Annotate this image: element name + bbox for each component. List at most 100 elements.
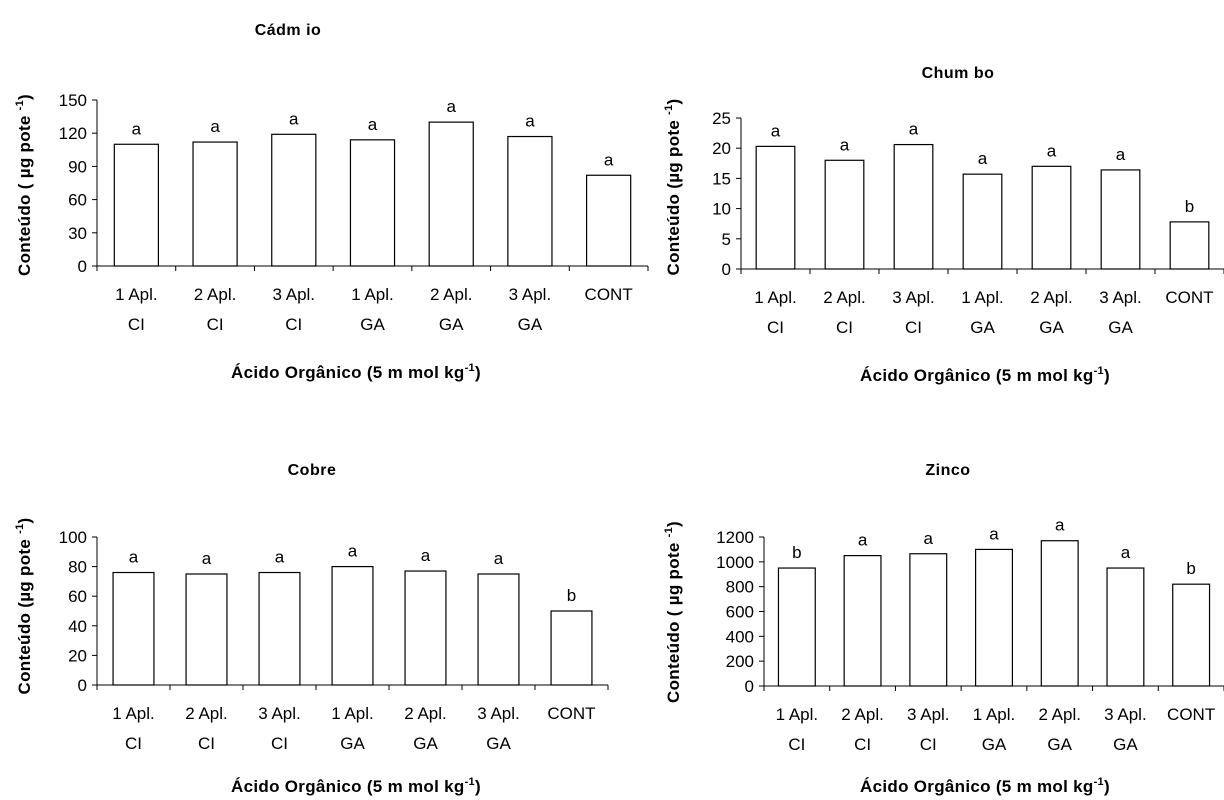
x-tick-label: 2 Apl. — [823, 288, 866, 307]
y-tick-label: 60 — [68, 191, 87, 210]
x-tick-label: 2 Apl. — [841, 705, 884, 724]
chart-panel-chumbo: Chum bo Conteúdo (µg pote -1) 0 5 10 15 20 25… — [663, 65, 1224, 385]
x-tick-label: 2 Apl. — [1030, 288, 1073, 307]
x-tick-label: 3 Apl. — [907, 705, 950, 724]
significance-letter: a — [368, 115, 378, 134]
bar — [550, 610, 593, 686]
significance-letter: a — [132, 119, 142, 138]
x-tick-label-line2: GA — [413, 734, 438, 753]
x-tick-label: 2 Apl. — [430, 285, 473, 304]
x-tick-label: CONT — [585, 285, 633, 304]
x-axis-label: Ácido Orgânico (5 m mol kg-1) — [231, 776, 481, 796]
bar — [404, 570, 447, 686]
bar — [271, 133, 317, 267]
x-tick-label-line2: GA — [982, 735, 1007, 754]
y-tick-label: 400 — [726, 627, 754, 646]
significance-letter: a — [421, 546, 431, 565]
y-tick-label: 800 — [726, 578, 754, 597]
bar — [185, 573, 228, 686]
chart-panel-zinco: Zinco Conteúdo ( µg pote -1) 0 200 400 600 8… — [663, 462, 1224, 796]
bar — [909, 553, 948, 687]
chart-title: Chum bo — [922, 65, 995, 82]
significance-letter: a — [924, 529, 934, 548]
significance-letter: a — [858, 531, 868, 550]
significance-letter: a — [210, 117, 220, 136]
x-tick-label: 3 Apl. — [892, 288, 935, 307]
significance-letter: b — [792, 543, 801, 562]
x-tick-label-line2: GA — [486, 734, 511, 753]
x-tick-label-line2: CI — [207, 315, 224, 334]
x-tick-label: 2 Apl. — [194, 285, 237, 304]
x-tick-label: CONT — [1167, 705, 1215, 724]
x-tick-label-line2: CI — [920, 735, 937, 754]
x-tick-label: 1 Apl. — [973, 705, 1016, 724]
x-tick-label-line2: CI — [905, 318, 922, 337]
bar — [1031, 165, 1072, 270]
x-tick-label: 1 Apl. — [754, 288, 797, 307]
y-tick-label: 20 — [68, 646, 87, 665]
significance-letter: a — [494, 549, 504, 568]
x-tick-label-line2: CI — [128, 315, 145, 334]
y-tick-label: 600 — [726, 603, 754, 622]
x-tick-label-line2: CI — [271, 734, 288, 753]
y-tick-label: 0 — [745, 677, 754, 696]
bar — [331, 565, 374, 686]
y-tick-label: 60 — [68, 587, 87, 606]
y-tick-label: 0 — [78, 676, 87, 695]
chart-panel-cobre: Cobre Conteúdo (µg pote -1) 0 20 40 60 80 100… — [14, 462, 609, 796]
bar — [192, 141, 238, 267]
chart-title: Cobre — [288, 462, 337, 479]
y-tick-label: 150 — [59, 91, 87, 110]
y-tick-label: 40 — [68, 617, 87, 636]
y-axis-label: Conteúdo ( µg pote -1) — [663, 521, 683, 703]
y-tick-label: 200 — [726, 652, 754, 671]
bar — [1040, 540, 1079, 687]
bar — [112, 571, 155, 686]
x-axis-label: Ácido Orgânico (5 m mol kg-1) — [231, 362, 481, 382]
y-axis-label: Conteúdo (µg pote -1) — [14, 518, 34, 695]
x-tick-label: 1 Apl. — [331, 704, 374, 723]
x-axis-label: Ácido Orgânico (5 m mol kg-1) — [860, 365, 1110, 385]
bar — [1106, 567, 1145, 687]
x-tick-label-line2: GA — [1039, 318, 1064, 337]
x-tick-label: 3 Apl. — [1099, 288, 1142, 307]
y-tick-label: 120 — [59, 124, 87, 143]
x-tick-label-line2: CI — [198, 734, 215, 753]
significance-letter: a — [1047, 141, 1057, 160]
x-tick-label: CONT — [1165, 288, 1213, 307]
x-tick-label: 2 Apl. — [185, 704, 228, 723]
x-tick-label-line2: CI — [854, 735, 871, 754]
y-tick-label: 90 — [68, 157, 87, 176]
x-tick-label-line2: GA — [1108, 318, 1133, 337]
bar — [507, 135, 553, 267]
y-tick-label: 5 — [722, 230, 731, 249]
significance-letter: a — [1116, 145, 1126, 164]
y-tick-label: 10 — [712, 200, 731, 219]
x-tick-label-line2: GA — [439, 315, 464, 334]
y-tick-label: 0 — [78, 257, 87, 276]
x-tick-label: CONT — [547, 704, 595, 723]
bar — [1169, 221, 1210, 270]
bar — [755, 145, 796, 270]
bar — [113, 143, 159, 267]
y-tick-label: 100 — [59, 528, 87, 547]
bar — [1100, 169, 1141, 270]
significance-letter: a — [604, 150, 614, 169]
significance-letter: a — [129, 548, 139, 567]
significance-letter: a — [840, 135, 850, 154]
x-tick-label-line2: CI — [767, 318, 784, 337]
bar — [258, 571, 301, 686]
x-tick-label: 3 Apl. — [477, 704, 520, 723]
x-tick-label: 1 Apl. — [351, 285, 394, 304]
y-tick-label: 15 — [712, 169, 731, 188]
x-tick-label: 1 Apl. — [112, 704, 155, 723]
x-tick-label: 1 Apl. — [115, 285, 158, 304]
bar — [893, 143, 934, 270]
x-tick-label-line2: GA — [340, 734, 365, 753]
bar — [1172, 583, 1211, 687]
y-tick-label: 1000 — [716, 553, 754, 572]
x-tick-label-line2: CI — [788, 735, 805, 754]
y-tick-label: 80 — [68, 558, 87, 577]
significance-letter: a — [275, 548, 285, 567]
chart-title: Zinco — [925, 462, 970, 479]
